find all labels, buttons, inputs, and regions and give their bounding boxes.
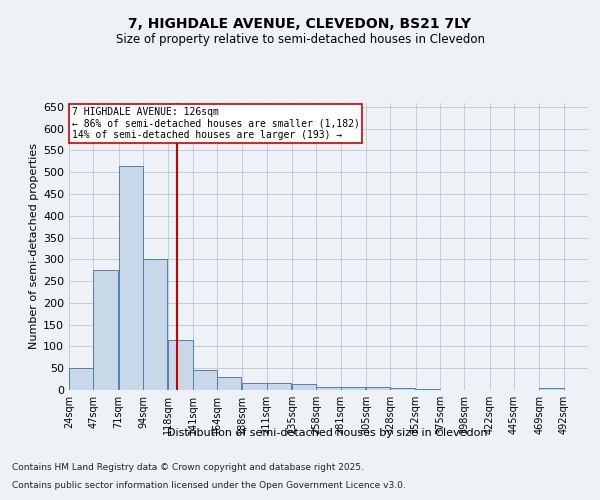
Text: Contains public sector information licensed under the Open Government Licence v3: Contains public sector information licen… [12,480,406,490]
Text: 7 HIGHDALE AVENUE: 126sqm
← 86% of semi-detached houses are smaller (1,182)
14% : 7 HIGHDALE AVENUE: 126sqm ← 86% of semi-… [71,107,359,140]
Bar [169,340,193,390]
Text: Contains HM Land Registry data © Crown copyright and database right 2025.: Contains HM Land Registry data © Crown c… [12,463,364,472]
Bar [416,388,440,390]
Bar [193,370,217,390]
Bar [341,386,365,390]
Bar [69,368,94,390]
Bar [242,384,266,390]
Bar [366,388,391,390]
Y-axis label: Number of semi-detached properties: Number of semi-detached properties [29,143,39,350]
Bar [143,260,167,390]
Bar [292,384,316,390]
Text: Distribution of semi-detached houses by size in Clevedon: Distribution of semi-detached houses by … [167,428,487,438]
Bar [119,166,143,390]
Bar [94,270,118,390]
Text: Size of property relative to semi-detached houses in Clevedon: Size of property relative to semi-detach… [115,32,485,46]
Bar [316,386,341,390]
Bar [539,388,563,390]
Bar [217,377,241,390]
Text: 7, HIGHDALE AVENUE, CLEVEDON, BS21 7LY: 7, HIGHDALE AVENUE, CLEVEDON, BS21 7LY [128,18,472,32]
Bar [266,384,291,390]
Bar [391,388,415,390]
